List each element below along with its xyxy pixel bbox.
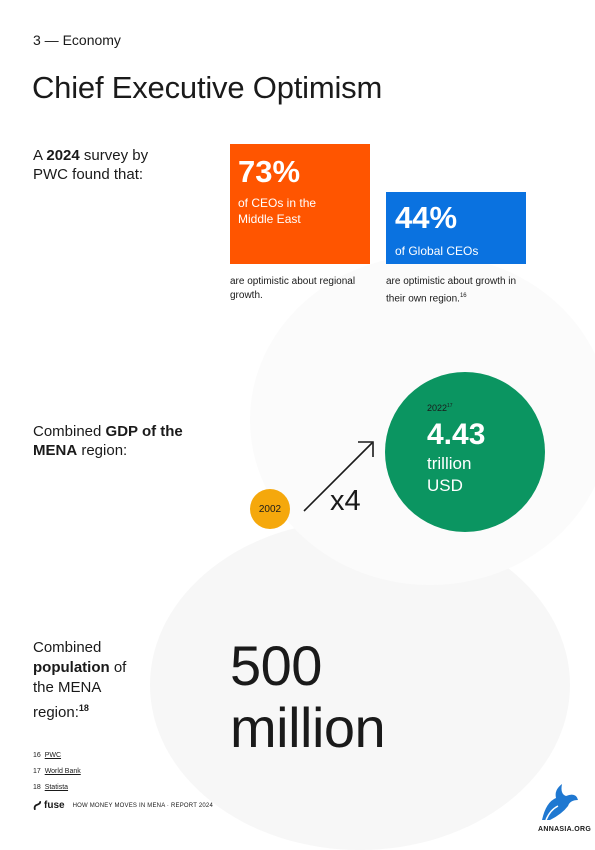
footer: fuse HOW MONEY MOVES IN MENA · REPORT 20… bbox=[33, 800, 213, 811]
global-ceo-desc: of Global CEOs bbox=[395, 244, 479, 258]
footnote-link[interactable]: Statista bbox=[44, 784, 69, 791]
footnote: 16 PWC bbox=[33, 752, 62, 759]
footnote-link[interactable]: PWC bbox=[44, 752, 62, 759]
gdp-unit-line1: trillion bbox=[427, 454, 472, 473]
footnote-link[interactable]: World Bank bbox=[44, 768, 81, 775]
gdp-2002-circle: 2002 bbox=[250, 489, 290, 529]
gdp-value: 4.43 bbox=[427, 418, 486, 451]
population-value-unit: million bbox=[230, 696, 386, 759]
population-value-number: 500 bbox=[230, 634, 322, 697]
gdp-2022-circle: 202217 4.43 trillion USD bbox=[385, 372, 545, 532]
global-ceo-value: 44% bbox=[395, 200, 458, 235]
gdp-2002-label: 2002 bbox=[258, 503, 282, 515]
global-ceo-stat: 44% of Global CEOs bbox=[386, 192, 526, 264]
gdp-unit-line2: USD bbox=[427, 476, 463, 495]
footer-text: HOW MONEY MOVES IN MENA · REPORT 2024 bbox=[72, 802, 213, 809]
population-lead: Combined population of the MENA region:1… bbox=[33, 639, 127, 721]
survey-lead: A 2024 survey by PWC found that: bbox=[33, 147, 149, 183]
growth-arrow-icon bbox=[303, 441, 374, 512]
mena-ceo-stat: 73% of CEOs in the Middle East bbox=[230, 144, 370, 264]
gdp-2022-year: 202217 bbox=[427, 403, 453, 413]
page-title: Chief Executive Optimism bbox=[32, 70, 383, 105]
footnote: 17 World Bank bbox=[33, 768, 81, 775]
fuse-logo-icon bbox=[33, 801, 42, 810]
global-ceo-note: are optimistic about growth in their own… bbox=[386, 276, 517, 305]
mena-ceo-desc: of CEOs in the Middle East bbox=[238, 196, 317, 226]
growth-multiplier: x4 bbox=[330, 485, 361, 517]
watermark-text: ANNASIA.ORG bbox=[538, 826, 592, 833]
watermark-bird-icon bbox=[542, 784, 578, 821]
gdp-lead: Combined GDP of the MENA region: bbox=[33, 423, 183, 459]
footer-brand: fuse bbox=[44, 800, 65, 811]
mena-ceo-note: are optimistic about regional growth. bbox=[230, 276, 356, 301]
background-shape bbox=[150, 520, 570, 850]
footnote: 18 Statista bbox=[33, 784, 69, 791]
mena-ceo-value: 73% bbox=[238, 154, 301, 189]
section-label: 3 — Economy bbox=[33, 32, 121, 48]
